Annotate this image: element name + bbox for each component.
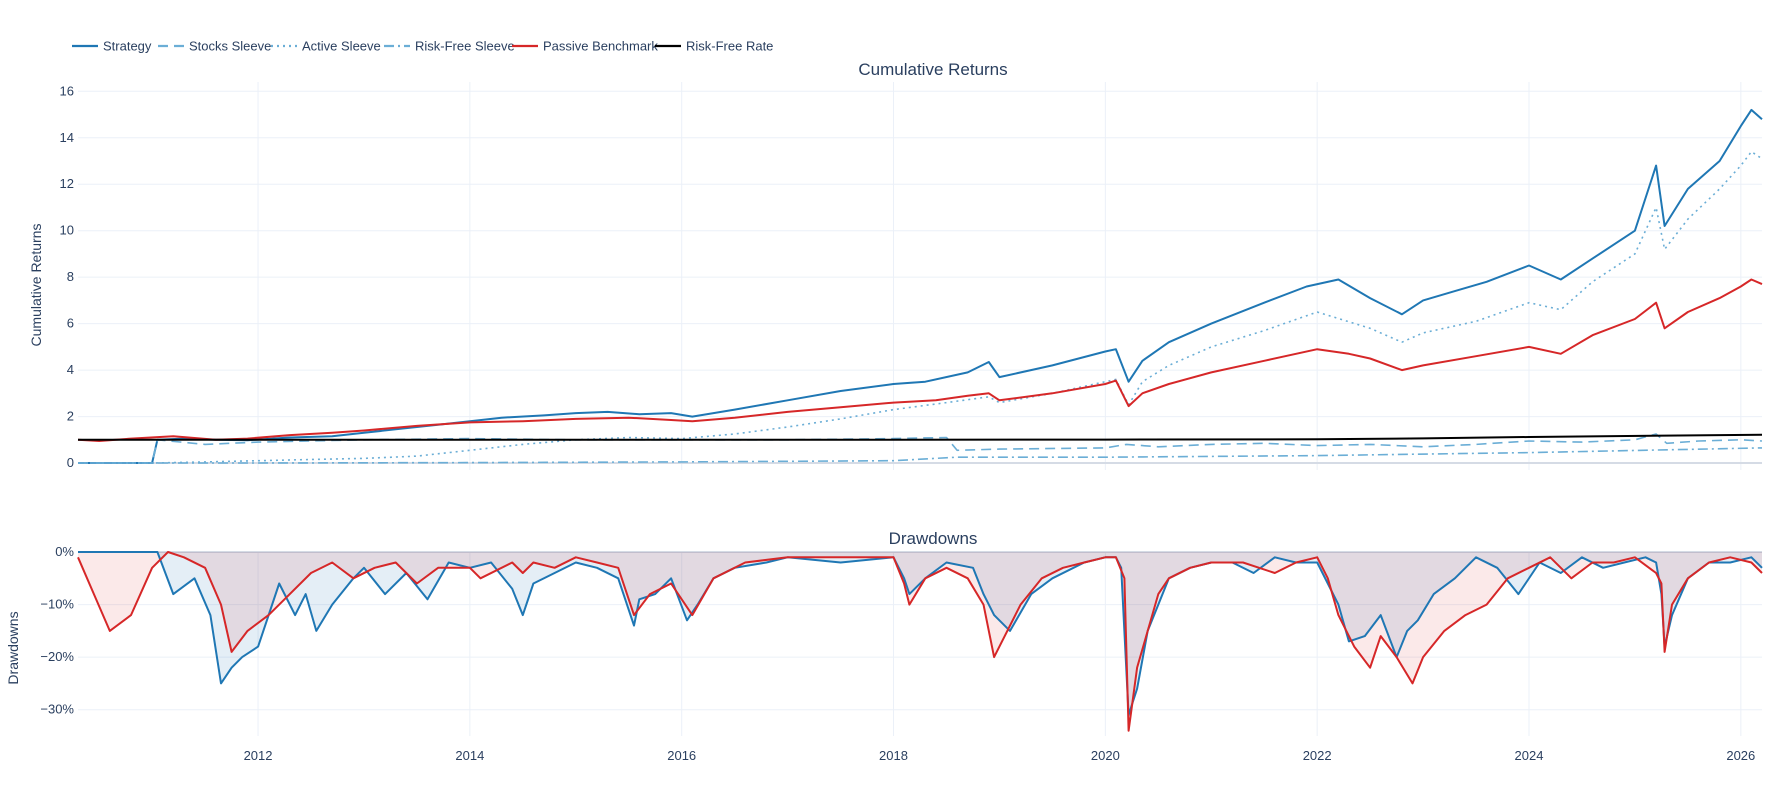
cumulative-returns-title: Cumulative Returns <box>858 60 1007 79</box>
drawdowns-y-title: Drawdowns <box>5 611 21 684</box>
legend-label: Risk-Free Rate <box>686 39 773 54</box>
cumulative-returns-active-sleeve-line[interactable] <box>78 150 1763 464</box>
legend-label: Risk-Free Sleeve <box>415 39 515 54</box>
legend-item-risk-free-sleeve[interactable]: Risk-Free Sleeve <box>384 39 515 54</box>
drawdowns-panel: 2012 2014 2016 2018 2020 2022 2024 2026 0% −10% −2… <box>5 529 1763 763</box>
legend-item-risk-free-rate[interactable]: Risk-Free Rate <box>655 39 773 54</box>
drawdowns-title: Drawdowns <box>889 529 978 548</box>
drawdowns-strategy-area <box>78 552 1762 715</box>
legend-item-passive-benchmark[interactable]: Passive Benchmark <box>512 39 658 54</box>
legend-item-stocks-sleeve[interactable]: Stocks Sleeve <box>158 39 271 54</box>
x-tick-label: 2022 <box>1303 748 1332 763</box>
drawdowns-passive-benchmark-line[interactable] <box>77 551 1763 732</box>
x-tick-label: 2024 <box>1515 748 1544 763</box>
x-tick-label: 2014 <box>455 748 484 763</box>
y-tick-label: 12 <box>60 176 74 191</box>
legend-label: Strategy <box>103 39 152 54</box>
y-tick-label: 16 <box>60 83 74 98</box>
y-tick-label: 4 <box>67 362 74 377</box>
legend-label: Stocks Sleeve <box>189 39 271 54</box>
cumulative-returns-passive-benchmark-line[interactable] <box>77 278 1763 442</box>
legend-label: Passive Benchmark <box>543 39 658 54</box>
y-tick-label: 10 <box>60 223 74 238</box>
y-tick-label: −10% <box>40 597 74 612</box>
x-tick-label: 2012 <box>244 748 273 763</box>
y-tick-label: 0% <box>55 544 74 559</box>
y-tick-label: 14 <box>60 130 74 145</box>
x-tick-label: 2018 <box>879 748 908 763</box>
drawdowns-strategy-line[interactable] <box>78 551 1763 716</box>
legend-item-strategy[interactable]: Strategy <box>72 39 152 54</box>
cumulative-returns-panel: 0 2 4 6 8 10 12 14 16 Cumulative Returns Cumulat… <box>28 60 1763 470</box>
cumulative-returns-risk-free-rate-line[interactable] <box>78 433 1763 441</box>
drawdowns-passive-benchmark-area <box>78 552 1762 731</box>
y-tick-label: −30% <box>40 702 74 717</box>
legend-label: Active Sleeve <box>302 39 381 54</box>
cumulative-returns-strategy-line[interactable] <box>78 108 1763 464</box>
cumulative-returns-y-title: Cumulative Returns <box>28 224 44 347</box>
legend-item-active-sleeve[interactable]: Active Sleeve <box>271 39 381 54</box>
y-tick-label: 8 <box>67 269 74 284</box>
x-tick-label: 2020 <box>1091 748 1120 763</box>
cumulative-returns-risk-free-sleeve-line[interactable] <box>78 447 1763 464</box>
y-tick-label: −20% <box>40 649 74 664</box>
x-tick-label: 2016 <box>667 748 696 763</box>
y-tick-label: 6 <box>67 316 74 331</box>
x-tick-label: 2026 <box>1726 748 1755 763</box>
legend: Strategy Stocks Sleeve Active Sleeve Risk-F… <box>72 39 773 54</box>
y-tick-label: 2 <box>67 409 74 424</box>
y-tick-label: 0 <box>67 455 74 470</box>
